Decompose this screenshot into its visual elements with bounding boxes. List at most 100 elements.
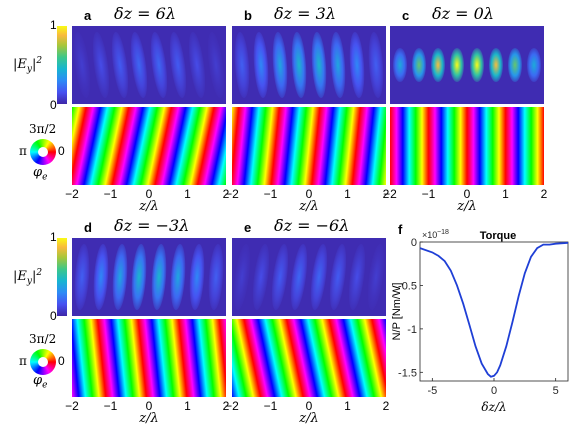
field-map-b (232, 26, 386, 104)
phase-map-b (232, 107, 386, 185)
field-fringe (72, 32, 93, 98)
panel-title-d: δz = −3λ (114, 216, 190, 235)
field-fringe (147, 32, 170, 98)
field-fringe (232, 244, 253, 310)
x-tick-label: 1 (184, 399, 191, 413)
x-tick-label: 0 (305, 399, 313, 413)
field-colorbar-min-top: 0 (50, 98, 57, 112)
torque-title: Torque (480, 230, 516, 242)
panel-letter-e: e (244, 220, 252, 235)
x-tick-label: 2 (222, 399, 230, 413)
field-fringe (469, 48, 484, 82)
field-map-a (72, 26, 226, 104)
panel-letter-d: d (84, 220, 92, 235)
field-fringe (290, 32, 309, 98)
field-fringe (345, 244, 369, 310)
phase-map-a (72, 107, 226, 185)
y-axis-label: N/P [Nm/W] (391, 283, 403, 341)
field-fringe (130, 244, 149, 310)
x-tick-label: −1 (263, 187, 278, 201)
x-tick-label: 2 (382, 187, 390, 201)
field-colorbar-max-bottom: 1 (50, 230, 57, 244)
field-colorbar-label-top: |Ey|2 (13, 56, 43, 75)
x-tick-label: 0 (305, 187, 313, 201)
phase-map-e (232, 319, 386, 397)
phase-colorbar-label-top: φe (33, 165, 48, 183)
x-tick-label: 0 (491, 385, 497, 397)
field-fringe (232, 32, 251, 98)
field-fringe (249, 244, 273, 310)
field-fringe (508, 48, 523, 82)
field-fringe (168, 244, 187, 310)
x-tick-label: 1 (502, 187, 509, 201)
x-tick-label: -5 (427, 385, 437, 397)
x-axis-label-a: z/λ (139, 199, 159, 214)
y-exponent-power: −18 (437, 229, 449, 236)
field-fringe (328, 32, 347, 98)
x-axis-label-d: z/λ (139, 411, 159, 426)
phase-map-d (72, 319, 226, 397)
y-exponent: ×10 (422, 230, 437, 240)
panel-title-c: δz = 0λ (432, 4, 494, 23)
field-colorbar-min-bottom: 0 (50, 309, 57, 323)
x-tick-label: 0 (145, 399, 153, 413)
x-tick-label: −2 (65, 187, 79, 201)
phase-left-label-bottom: π (19, 354, 27, 368)
field-fringe (188, 244, 207, 310)
field-fringe (166, 32, 190, 98)
x-axis-label-e: z/λ (299, 411, 319, 426)
x-tick-label: −1 (103, 399, 118, 413)
field-map-c (390, 26, 544, 104)
phase-top-label-top: 3π/2 (29, 122, 57, 136)
field-map-d (72, 238, 226, 316)
field-fringe (185, 32, 209, 98)
field-colorbar-top (57, 26, 67, 104)
x-tick-label: −2 (225, 399, 239, 413)
field-fringe (111, 244, 130, 310)
field-fringe (205, 32, 226, 98)
panel-letter-b: b (244, 8, 252, 23)
y-tick-label: -1.5 (398, 367, 417, 379)
field-fringe (149, 244, 168, 310)
x-tick-label: 2 (222, 187, 230, 201)
field-colorbar-label-bottom: |Ey|2 (13, 268, 43, 287)
y-tick-label: -1 (407, 324, 417, 336)
x-tick-label: 0 (145, 187, 153, 201)
phase-left-label-top: π (19, 144, 27, 158)
x-tick-label: −2 (383, 187, 397, 201)
y-tick-label: -0.5 (398, 280, 417, 292)
x-tick-label: 0 (463, 187, 471, 201)
panel-title-a: δz = 6λ (114, 4, 176, 23)
field-fringe (268, 244, 292, 310)
field-fringe (271, 32, 290, 98)
panel-title-e: δz = −6λ (274, 216, 350, 235)
x-tick-label: −2 (65, 399, 79, 413)
x-tick-label: −1 (103, 187, 118, 201)
field-fringe (207, 244, 226, 310)
phase-wheel-top (30, 139, 56, 165)
plot-frame (419, 241, 569, 382)
x-tick-label: −1 (263, 399, 278, 413)
field-fringe (251, 32, 270, 98)
x-tick-label: 1 (344, 399, 351, 413)
torque-plot: 0 -0.5 -1 -1.5 -5 0 5 Torque ×10 −18 N/P [Nm/W] δz/… (391, 229, 569, 414)
field-fringe (307, 244, 330, 310)
torque-series-line (419, 242, 569, 378)
panel-letter-f: f (398, 222, 403, 237)
field-fringe (431, 48, 446, 82)
phase-top-label-bottom: 3π/2 (29, 332, 57, 346)
panel-letter-c: c (402, 8, 410, 23)
x-tick-label: 2 (540, 187, 548, 201)
x-tick-label: 1 (184, 187, 191, 201)
field-fringe (128, 32, 151, 98)
field-fringe (288, 244, 311, 310)
field-fringe (72, 244, 91, 310)
x-axis-label: δz/λ (481, 400, 506, 414)
field-fringe (91, 244, 110, 310)
x-tick-label: −2 (225, 187, 239, 201)
field-fringe (89, 32, 113, 98)
x-axis-label-b: z/λ (299, 199, 319, 214)
x-axis-label-c: z/λ (457, 199, 477, 214)
field-fringe (488, 48, 503, 82)
field-fringe (527, 48, 542, 82)
